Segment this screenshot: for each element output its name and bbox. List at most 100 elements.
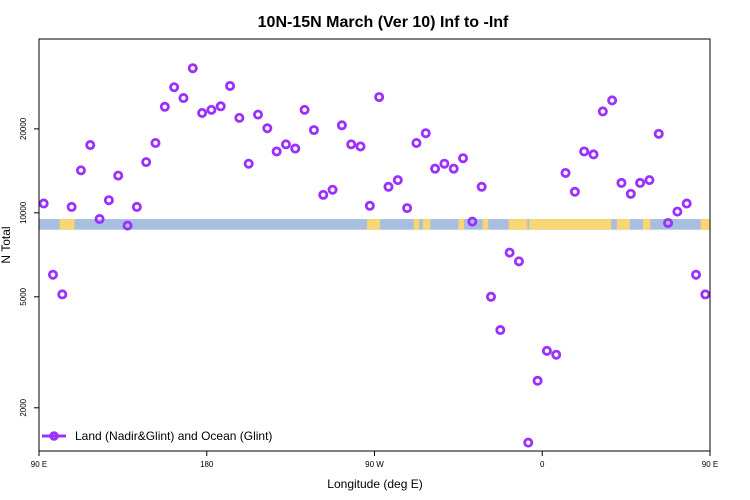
data-point	[551, 349, 562, 360]
data-point	[458, 153, 469, 164]
land-patch	[529, 219, 612, 230]
x-axis: 90 E 180 90 W 0 90 E	[31, 451, 718, 469]
data-point	[355, 141, 366, 152]
data-point	[206, 104, 217, 115]
plot-frame	[38, 38, 711, 452]
data-point	[541, 345, 552, 356]
data-point	[374, 92, 385, 103]
land-patch	[413, 219, 420, 230]
data-point	[113, 170, 124, 181]
data-point	[467, 216, 478, 227]
y-tick-label: 5000	[19, 287, 28, 305]
data-point	[672, 206, 683, 217]
data-point	[364, 200, 375, 211]
data-point	[47, 269, 58, 280]
data-point	[700, 289, 711, 300]
data-point	[569, 186, 580, 197]
data-point	[131, 201, 142, 212]
data-point	[579, 146, 590, 157]
data-point	[141, 157, 152, 168]
data-point	[327, 184, 338, 195]
data-point	[513, 256, 524, 267]
x-tick-label: 90 W	[365, 460, 384, 469]
data-point	[485, 291, 496, 302]
data-point	[94, 214, 105, 225]
land-patch	[642, 219, 651, 230]
data-point	[169, 82, 180, 93]
land-patch	[66, 219, 73, 230]
data-point	[187, 63, 198, 74]
data-point	[402, 203, 413, 214]
x-tick-label: 0	[540, 460, 545, 469]
x-axis-label: Longitude (deg E)	[327, 477, 422, 491]
data-point	[299, 104, 310, 115]
land-patch	[422, 219, 431, 230]
data-points	[38, 63, 711, 448]
data-point	[691, 269, 702, 280]
legend-label: Land (Nadir&Glint) and Ocean (Glint)	[75, 429, 272, 443]
data-point	[66, 201, 77, 212]
data-point	[215, 101, 226, 112]
data-point	[597, 106, 608, 117]
data-point	[150, 137, 161, 148]
data-point	[103, 195, 114, 206]
data-point	[318, 189, 329, 200]
data-point	[635, 177, 646, 188]
data-point	[85, 140, 96, 151]
data-point	[262, 123, 273, 134]
data-point	[495, 325, 506, 336]
x-tick-label: 90 E	[702, 460, 718, 469]
data-point	[383, 181, 394, 192]
data-point	[663, 217, 674, 228]
y-tick-label: 10000	[19, 201, 28, 224]
land-patch	[367, 219, 381, 230]
data-point	[75, 165, 86, 176]
data-point	[653, 128, 664, 139]
data-point	[504, 247, 515, 258]
data-point	[411, 137, 422, 148]
data-point	[616, 177, 627, 188]
land-patch	[458, 219, 464, 230]
data-point	[523, 437, 534, 448]
y-tick-label: 2000	[19, 398, 28, 416]
data-point	[588, 149, 599, 160]
data-point	[346, 139, 357, 150]
y-axis: 2000 5000 10000 20000	[19, 117, 39, 417]
y-tick-label: 20000	[19, 117, 28, 140]
data-point	[681, 198, 692, 209]
x-tick-label: 180	[200, 460, 214, 469]
data-point	[607, 95, 618, 106]
data-point	[57, 289, 68, 300]
data-point	[178, 93, 189, 104]
x-tick-label: 90 E	[31, 460, 47, 469]
data-point	[234, 112, 245, 123]
data-point	[644, 175, 655, 186]
data-point	[197, 108, 208, 119]
land-patch	[616, 219, 630, 230]
legend-marker-icon	[49, 431, 59, 441]
data-point	[38, 198, 49, 209]
data-point	[420, 128, 431, 139]
legend: Land (Nadir&Glint) and Ocean (Glint)	[42, 429, 272, 443]
land-patch	[59, 219, 75, 230]
data-point	[392, 175, 403, 186]
data-point	[243, 158, 254, 169]
data-point	[290, 143, 301, 154]
data-point	[271, 146, 282, 157]
data-point	[625, 188, 636, 199]
data-point	[253, 109, 264, 120]
data-point	[532, 375, 543, 386]
data-point	[476, 181, 487, 192]
data-point	[336, 120, 347, 131]
chart-title: 10N-15N March (Ver 10) Inf to -Inf	[258, 14, 509, 31]
land-patch	[508, 219, 528, 230]
data-point	[280, 139, 291, 150]
y-axis-label: N Total	[0, 226, 13, 263]
data-point	[560, 167, 571, 178]
data-point	[225, 80, 236, 91]
data-point	[448, 163, 459, 174]
data-point	[159, 101, 170, 112]
data-point	[308, 125, 319, 136]
land-patch	[700, 219, 710, 230]
